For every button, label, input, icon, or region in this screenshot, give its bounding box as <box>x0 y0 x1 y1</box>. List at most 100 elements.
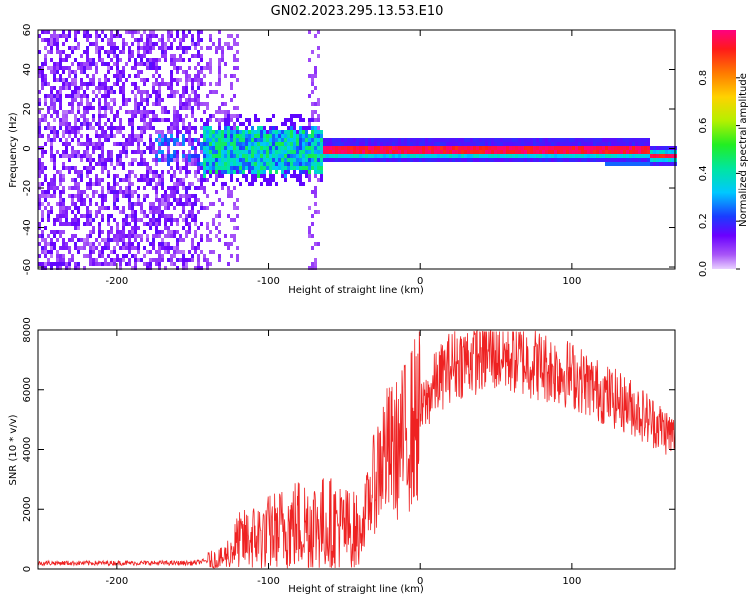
heatmap-cell <box>413 154 416 158</box>
heatmap-cell <box>407 146 410 150</box>
heatmap-cell <box>542 146 545 150</box>
heatmap-cell <box>119 70 122 74</box>
heatmap-cell <box>59 254 62 258</box>
heatmap-cell <box>164 266 167 270</box>
heatmap-cell <box>566 158 569 162</box>
heatmap-cell <box>68 30 71 34</box>
y-tick-label: 40 <box>22 63 33 76</box>
heatmap-cell <box>641 138 644 142</box>
heatmap-cell <box>206 222 209 226</box>
heatmap-cell <box>419 138 422 142</box>
heatmap-cell <box>98 114 101 118</box>
heatmap-cell <box>50 242 53 246</box>
heatmap-cell <box>332 142 335 146</box>
heatmap-cell <box>317 154 320 158</box>
heatmap-cell <box>626 162 629 166</box>
heatmap-cell <box>161 138 164 142</box>
heatmap-cell <box>407 158 410 162</box>
heatmap-cell <box>305 146 308 150</box>
heatmap-cell <box>44 62 47 66</box>
heatmap-cell <box>251 146 254 150</box>
heatmap-cell <box>248 182 251 186</box>
heatmap-cell <box>125 42 128 46</box>
heatmap-cell <box>347 154 350 158</box>
heatmap-cell <box>128 178 131 182</box>
heatmap-cell <box>113 42 116 46</box>
heatmap-cell <box>86 122 89 126</box>
heatmap-cell <box>110 186 113 190</box>
heatmap-cell <box>293 170 296 174</box>
heatmap-cell <box>206 118 209 122</box>
heatmap-cell <box>494 138 497 142</box>
heatmap-cell <box>365 142 368 146</box>
heatmap-cell <box>509 154 512 158</box>
heatmap-cell <box>662 150 665 154</box>
heatmap-cell <box>110 238 113 242</box>
heatmap-cell <box>515 154 518 158</box>
heatmap-cell <box>182 70 185 74</box>
heatmap-cell <box>89 186 92 190</box>
heatmap-cell <box>233 134 236 138</box>
heatmap-cell <box>383 146 386 150</box>
heatmap-cell <box>566 154 569 158</box>
heatmap-cell <box>425 150 428 154</box>
heatmap-cell <box>176 238 179 242</box>
heatmap-cell <box>218 170 221 174</box>
heatmap-cell <box>107 254 110 258</box>
heatmap-cell <box>218 138 221 142</box>
heatmap-cell <box>182 94 185 98</box>
heatmap-cell <box>179 142 182 146</box>
heatmap-cell <box>134 62 137 66</box>
heatmap-cell <box>224 114 227 118</box>
heatmap-cell <box>119 246 122 250</box>
heatmap-cell <box>470 154 473 158</box>
heatmap-cell <box>230 254 233 258</box>
heatmap-cell <box>194 46 197 50</box>
heatmap-cell <box>170 166 173 170</box>
heatmap-cell <box>287 154 290 158</box>
heatmap-cell <box>77 198 80 202</box>
heatmap-cell <box>290 138 293 142</box>
heatmap-cell <box>503 146 506 150</box>
heatmap-cell <box>71 178 74 182</box>
heatmap-cell <box>62 134 65 138</box>
heatmap-cell <box>137 242 140 246</box>
heatmap-cell <box>302 134 305 138</box>
heatmap-cell <box>128 262 131 266</box>
heatmap-cell <box>56 218 59 222</box>
heatmap-cell <box>224 158 227 162</box>
heatmap-cell <box>56 170 59 174</box>
heatmap-cell <box>653 162 656 166</box>
heatmap-cell <box>647 162 650 166</box>
heatmap-cell <box>602 142 605 146</box>
heatmap-cell <box>107 206 110 210</box>
heatmap-cell <box>74 118 77 122</box>
heatmap-cell <box>86 54 89 58</box>
heatmap-cell <box>569 150 572 154</box>
heatmap-cell <box>134 254 137 258</box>
heatmap-cell <box>650 154 653 158</box>
heatmap-cell <box>89 102 92 106</box>
heatmap-cell <box>71 210 74 214</box>
heatmap-cell <box>152 210 155 214</box>
heatmap-cell <box>614 158 617 162</box>
heatmap-cell <box>143 158 146 162</box>
heatmap-cell <box>188 250 191 254</box>
heatmap-cell <box>59 198 62 202</box>
heatmap-cell <box>344 146 347 150</box>
heatmap-cell <box>260 130 263 134</box>
heatmap-cell <box>608 146 611 150</box>
heatmap-cell <box>134 138 137 142</box>
heatmap-cell <box>194 94 197 98</box>
heatmap-cell <box>548 150 551 154</box>
heatmap-cell <box>134 238 137 242</box>
heatmap-cell <box>188 210 191 214</box>
heatmap-cell <box>611 146 614 150</box>
heatmap-cell <box>71 62 74 66</box>
heatmap-cell <box>167 202 170 206</box>
heatmap-cell <box>176 110 179 114</box>
heatmap-cell <box>278 130 281 134</box>
heatmap-cell <box>62 66 65 70</box>
heatmap-cell <box>122 46 125 50</box>
heatmap-cell <box>80 94 83 98</box>
